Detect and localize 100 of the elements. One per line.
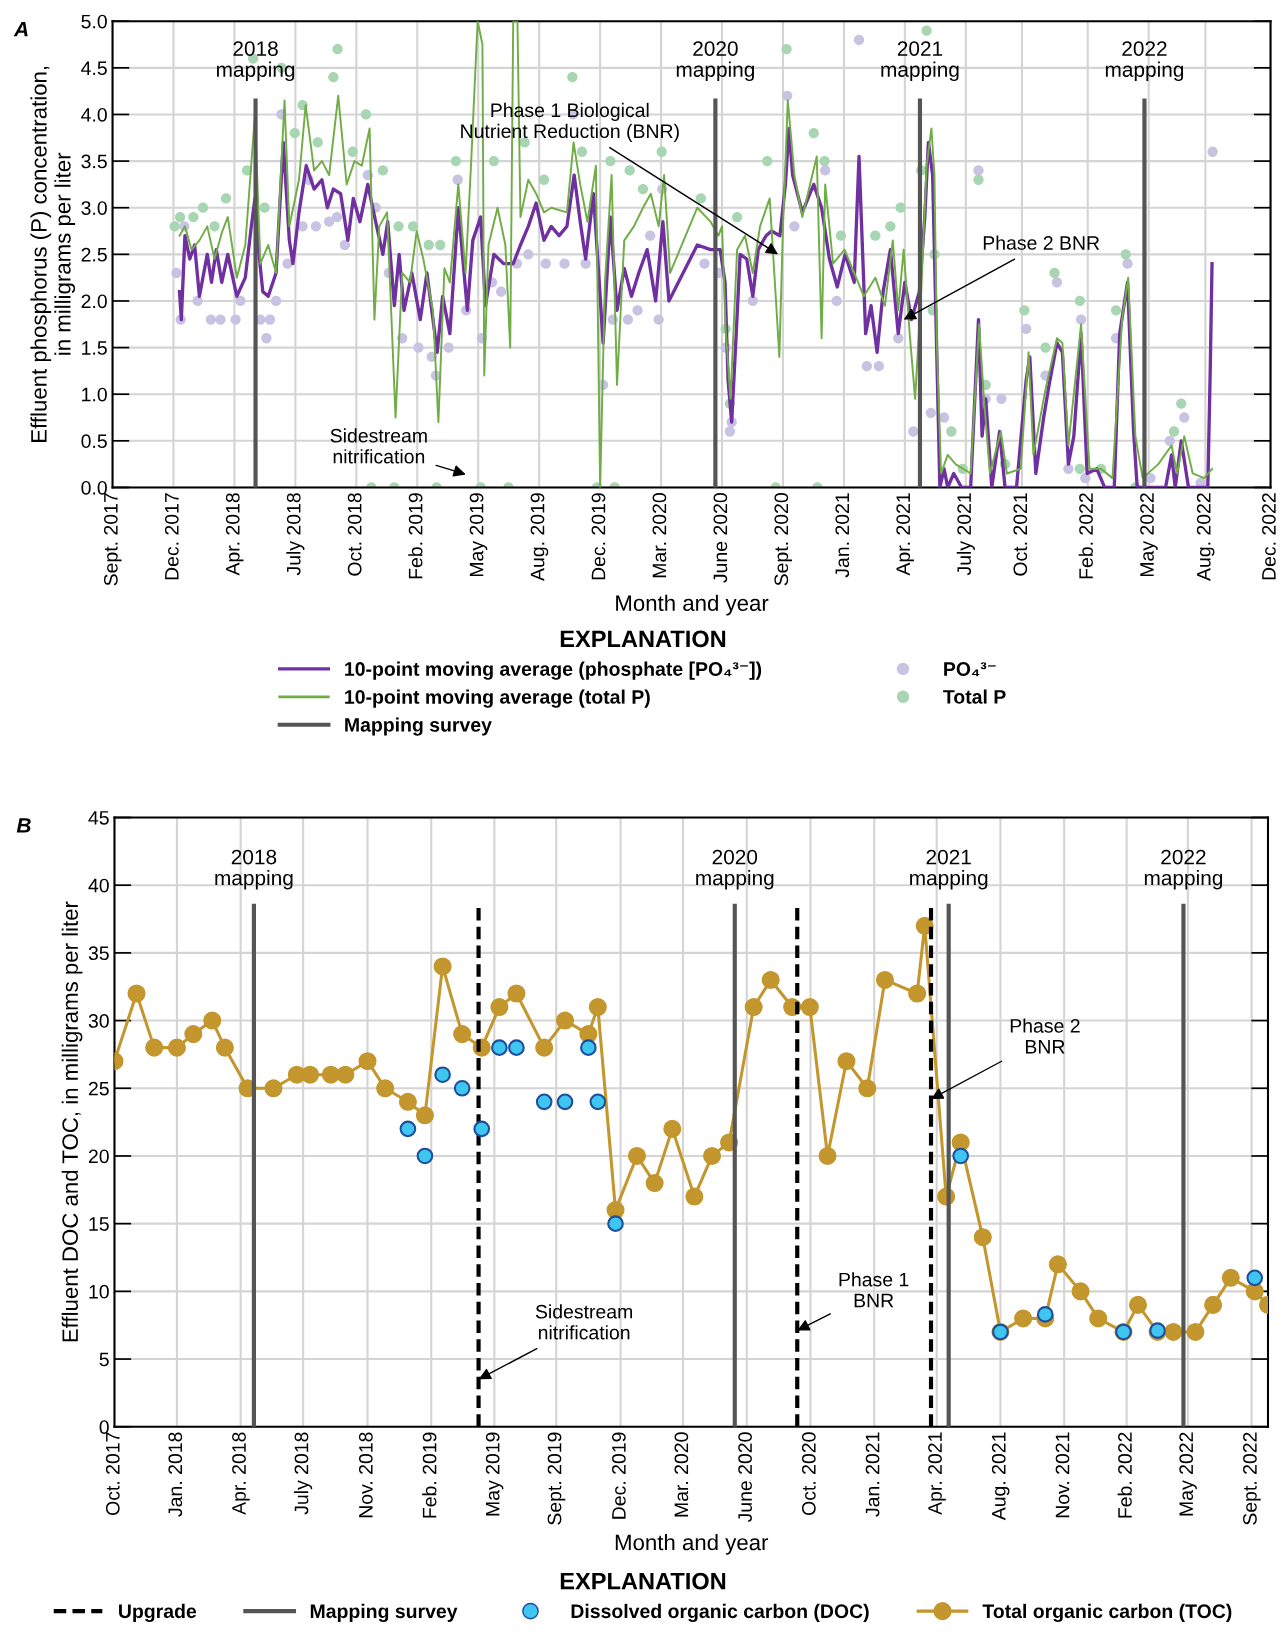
x-tick-label: May 2022 (1179, 1432, 1197, 1516)
x-tick-label: Mar. 2020 (652, 493, 667, 578)
x-tick-label: May 2019 (469, 493, 488, 577)
point (556, 1093, 574, 1111)
point (607, 1215, 624, 1232)
legend-title: EXPLANATION (560, 1572, 726, 1590)
x-tick-label: Aug. 2022 (1196, 493, 1215, 581)
ref-line-label: 2020 mapping (696, 849, 774, 890)
text: Mapping survey (345, 717, 492, 736)
point (1246, 1269, 1264, 1287)
y-tick-label: 0.5 (81, 434, 107, 449)
x-tick-label: Dec. 2017 (164, 493, 179, 580)
x-tick-label: June 2020 (713, 493, 728, 583)
x-tick-label: Dec. 2019 (591, 493, 606, 580)
point (491, 1039, 508, 1056)
annotation: Phase 2 BNR (1010, 1018, 1080, 1054)
y-tick-label: 2.5 (81, 247, 107, 262)
y-axis-title: Effluent phosphorus (P) concentration, in milligrams per liter (30, 66, 76, 442)
y-tick-label: 5 (99, 1352, 109, 1367)
x-tick-label: Feb. 2019 (422, 1432, 437, 1518)
ref-line-label: 2021 mapping (881, 41, 959, 82)
y-tick-label: 5.0 (81, 14, 107, 29)
annotation: Sidestream nitrification (330, 428, 427, 464)
legend-title: EXPLANATION (560, 630, 726, 648)
point (453, 1079, 471, 1097)
ref-line-label: 2022 mapping (1144, 849, 1223, 890)
x-tick-label: Dec. 2019 (612, 1432, 626, 1519)
x-tick-label: Nov. 2018 (358, 1432, 373, 1518)
y-tick-label: 3.0 (81, 201, 107, 215)
y-tick-label: 1.0 (82, 387, 107, 402)
point (580, 1039, 597, 1056)
ref-line-label: 2021 mapping (910, 849, 988, 890)
y-tick-label: 15 (89, 1217, 109, 1231)
x-tick-label: Sept. 2020 (774, 493, 793, 586)
x-tick-label: Jan. 2018 (168, 1432, 183, 1517)
y-tick-label: 35 (88, 946, 109, 961)
annotation: Phase 1 BNR (839, 1272, 909, 1308)
ref-line-label: 2018 mapping (216, 41, 295, 82)
point (1036, 1306, 1054, 1323)
y-tick-label: 1.5 (82, 341, 107, 355)
x-axis-title: Month and year (616, 594, 769, 616)
point (535, 1093, 553, 1111)
x-tick-label: June 2020 (738, 1432, 752, 1523)
point (473, 1120, 491, 1138)
text: Mapping survey (310, 1603, 458, 1623)
x-tick-label: July 2021 (956, 493, 975, 576)
x-tick-label: Sept. 2019 (547, 1432, 566, 1525)
annotation: Sidestream nitrification (535, 1304, 633, 1340)
x-tick-label: Oct. 2020 (801, 1432, 816, 1515)
text: Upgrade (119, 1603, 197, 1623)
x-tick-label: Nov. 2021 (1055, 1432, 1070, 1518)
x-tick-label: Aug. 2021 (991, 1432, 1010, 1521)
ref-line-label: 2022 mapping (1105, 41, 1184, 82)
y-tick-label: 25 (88, 1081, 109, 1096)
legend-label: PO₄³⁻ (944, 662, 996, 677)
y-tick-label: 4.5 (81, 61, 107, 76)
x-tick-label: Apr. 2021 (896, 493, 914, 576)
x-tick-label: Apr. 2021 (928, 1432, 946, 1515)
x-tick-label: Jan. 2021 (865, 1432, 880, 1517)
point (952, 1147, 969, 1165)
y-tick-label: 2.0 (81, 294, 107, 309)
chart-title: B (16, 818, 31, 833)
x-tick-label: Feb. 2022 (1078, 493, 1093, 579)
legend-label: Total P (943, 689, 1006, 704)
point (589, 1093, 607, 1111)
point (416, 1147, 434, 1165)
x-tick-label: Dec. 2022 (1262, 493, 1276, 580)
x-tick-label: Oct. 2021 (1013, 493, 1028, 576)
y-tick-label: 40 (88, 878, 109, 893)
chart-title: A (13, 21, 28, 37)
x-tick-label: May 2019 (485, 1432, 504, 1516)
y-tick-label: 3.5 (81, 154, 107, 169)
x-tick-label: Jan. 2021 (835, 493, 850, 578)
legend-label: 10-point moving average (total P) (345, 689, 650, 708)
x-tick-label: July 2018 (294, 1432, 313, 1515)
y-tick-label: 0.0 (81, 480, 107, 495)
x-tick-label: Oct. 2017 (105, 1432, 120, 1515)
legend-label: 10-point moving average (phosphate [PO₄³⁻]) (345, 661, 762, 680)
x-tick-label: Apr. 2018 (232, 1432, 250, 1515)
x-tick-label: Oct. 2018 (347, 493, 362, 576)
ref-line-label: 2018 mapping (215, 849, 293, 890)
x-tick-label: Feb. 2019 (408, 493, 423, 579)
x-tick-label: Aug. 2019 (530, 493, 549, 581)
point (508, 1039, 525, 1056)
point (434, 1066, 451, 1084)
y-tick-label: 30 (88, 1014, 109, 1028)
y-tick-label: 10 (89, 1284, 109, 1299)
x-tick-label: May 2022 (1140, 493, 1158, 577)
y-tick-label: 20 (88, 1149, 109, 1164)
y-tick-label: 45 (88, 811, 109, 825)
x-tick-label: Feb. 2022 (1117, 1432, 1132, 1518)
legend-label: Total organic carbon (TOC) (982, 1603, 1232, 1623)
y-axis-title: Effluent DOC and TOC, in milligrams per liter (61, 901, 83, 1342)
y-tick-label: 4.0 (81, 107, 107, 122)
point (399, 1120, 417, 1138)
annotation: Phase 2 BNR (983, 235, 1100, 250)
x-tick-label: July 2018 (286, 493, 305, 576)
ref-line-label: 2020 mapping (676, 41, 754, 82)
x-axis-title: Month and year (615, 1534, 769, 1555)
x-tick-label: Apr. 2018 (225, 493, 244, 576)
